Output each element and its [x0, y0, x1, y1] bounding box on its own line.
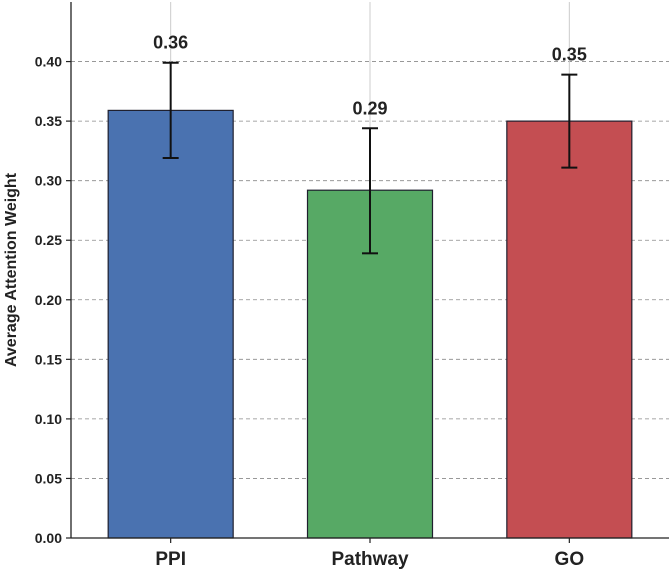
error-bars — [162, 61, 578, 255]
y-tick-label: 0.20 — [35, 292, 62, 308]
x-tick-label-ppi: PPI — [155, 549, 186, 570]
y-tick-label: 0.15 — [35, 351, 62, 367]
x-tick-label-go: GO — [555, 549, 585, 570]
data-label-ppi: 0.36 — [153, 33, 188, 53]
y-tick-label: 0.00 — [35, 530, 62, 546]
y-tick-label: 0.25 — [35, 232, 62, 248]
data-label-pathway: 0.29 — [352, 98, 387, 118]
y-axis-title: Average Attention Weight — [3, 172, 20, 367]
bar-ppi — [107, 109, 234, 539]
y-tick-label: 0.05 — [35, 470, 62, 486]
y-tick-label: 0.35 — [35, 113, 62, 129]
data-label-go: 0.35 — [552, 45, 587, 65]
y-ticks: 0.00 0.05 0.10 0.15 0.20 0.25 0.30 0.35 0.40 — [35, 54, 71, 546]
x-tick-label-pathway: Pathway — [331, 549, 409, 570]
y-tick-label: 0.10 — [35, 411, 62, 427]
bar-go — [506, 120, 633, 539]
x-ticks: PPI Pathway GO — [155, 538, 584, 570]
y-tick-label: 0.40 — [35, 54, 62, 70]
data-labels: 0.36 0.29 0.35 — [153, 33, 587, 119]
y-tick-label: 0.30 — [35, 173, 62, 189]
